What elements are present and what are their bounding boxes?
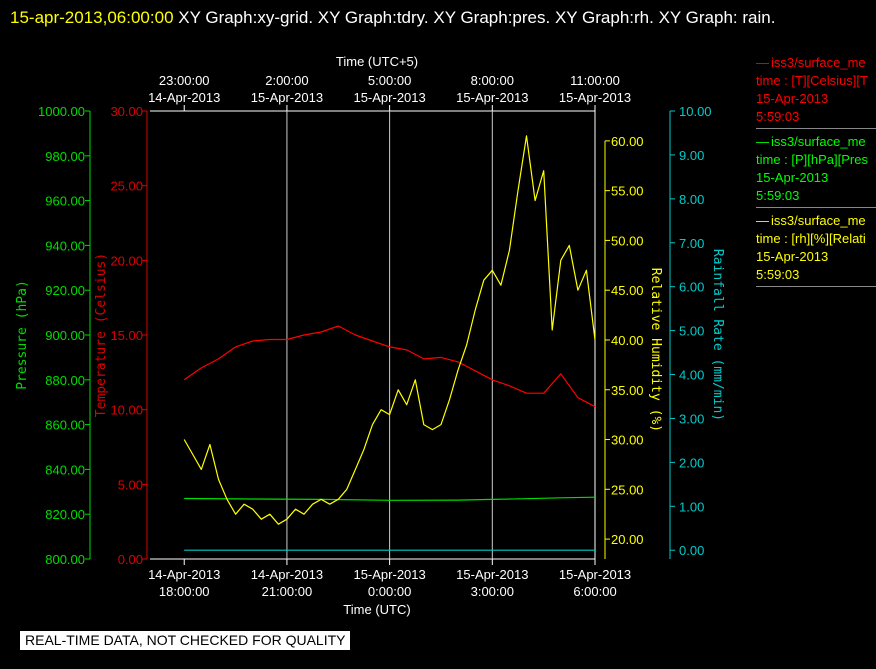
- rain-tick-label: 9.00: [679, 148, 704, 163]
- pressure-tick-label: 920.00: [45, 283, 85, 298]
- legend-entry-temperature[interactable]: — iss3/surface_me time : [T][Celsius][T 1…: [756, 54, 876, 129]
- series-line-rh: [183, 135, 596, 525]
- rain-tick-label: 8.00: [679, 192, 704, 207]
- legend-date: 15-Apr-2013: [756, 170, 829, 185]
- rain-tick-label: 10.00: [679, 104, 712, 119]
- x-tick-label-time: 18:00:00: [159, 584, 210, 599]
- humidity-tick-label: 20.00: [611, 532, 644, 547]
- top-tick-label-date: 14-Apr-2013: [148, 90, 220, 105]
- top-tick-label-date: 15-Apr-2013: [251, 90, 323, 105]
- x-tick-label-date: 14-Apr-2013: [148, 567, 220, 582]
- x-tick-label-time: 3:00:00: [471, 584, 514, 599]
- legend-entry-humidity[interactable]: — iss3/surface_me time : [rh][%][Relati 1…: [756, 212, 876, 287]
- temperature-axis-title: Temperature (Celsius): [94, 253, 109, 417]
- title-timestamp: 15-apr-2013,06:00:00: [10, 8, 174, 27]
- rain-tick-label: 1.00: [679, 499, 704, 514]
- humidity-tick-label: 25.00: [611, 482, 644, 497]
- top-tick-label-date: 15-Apr-2013: [456, 90, 528, 105]
- legend-date: 15-Apr-2013: [756, 249, 829, 264]
- legend-dash: —: [756, 134, 769, 149]
- x-tick-label-time: 21:00:00: [262, 584, 313, 599]
- pressure-tick-label: 860.00: [45, 418, 85, 433]
- legend-line: — iss3/surface_me: [756, 134, 866, 149]
- series-line-P: [184, 496, 596, 501]
- pressure-tick-label: 1000.00: [38, 104, 85, 119]
- temperature-tick-label: 25.00: [110, 179, 143, 194]
- legend-line: — iss3/surface_me: [756, 213, 866, 228]
- top-axis-label: Time (UTC+5): [336, 54, 418, 69]
- top-tick-label-date: 15-Apr-2013: [353, 90, 425, 105]
- pressure-tick-label: 900.00: [45, 328, 85, 343]
- pressure-tick-label: 880.00: [45, 373, 85, 388]
- pressure-axis-title: Pressure (hPa): [15, 280, 30, 390]
- top-tick-label-time: 23:00:00: [159, 73, 210, 88]
- series-line-T: [183, 325, 596, 408]
- legend-time: 5:59:03: [756, 109, 800, 124]
- temperature-tick-label: 10.00: [110, 403, 143, 418]
- x-tick-label-date: 14-Apr-2013: [251, 567, 323, 582]
- rain-tick-label: 6.00: [679, 280, 704, 295]
- humidity-tick-label: 55.00: [611, 184, 644, 199]
- legend-time: 5:59:03: [756, 267, 800, 282]
- x-tick-label-date: 15-Apr-2013: [456, 567, 528, 582]
- temperature-tick-label: 0.00: [118, 552, 143, 567]
- x-tick-label-date: 15-Apr-2013: [353, 567, 425, 582]
- temperature-tick-label: 5.00: [118, 477, 143, 492]
- temperature-tick-label: 30.00: [110, 104, 143, 119]
- legend-dash: —: [756, 55, 769, 70]
- humidity-tick-label: 50.00: [611, 233, 644, 248]
- x-tick-label-time: 6:00:00: [573, 584, 616, 599]
- legend-label: time : [P][hPa][Pres: [756, 152, 868, 167]
- pressure-tick-label: 960.00: [45, 194, 85, 209]
- rain-tick-label: 0.00: [679, 543, 704, 558]
- title-graph-list: XY Graph:xy-grid. XY Graph:tdry. XY Grap…: [173, 8, 776, 27]
- legend-date: 15-Apr-2013: [756, 91, 829, 106]
- top-tick-label-time: 2:00:00: [265, 73, 308, 88]
- page-title: 15-apr-2013,06:00:00 XY Graph:xy-grid. X…: [10, 2, 870, 33]
- legend-time: 5:59:03: [756, 188, 800, 203]
- pressure-tick-label: 800.00: [45, 552, 85, 567]
- humidity-tick-label: 40.00: [611, 333, 644, 348]
- top-tick-label-time: 11:00:00: [570, 73, 620, 88]
- top-tick-label-date: 15-Apr-2013: [559, 90, 631, 105]
- humidity-axis-title: Relative Humidity (%): [648, 268, 663, 432]
- legend-label: time : [T][Celsius][T: [756, 73, 868, 88]
- pressure-tick-label: 940.00: [45, 238, 85, 253]
- pressure-tick-label: 980.00: [45, 149, 85, 164]
- legend-line: — iss3/surface_me: [756, 55, 866, 70]
- humidity-tick-label: 45.00: [611, 283, 644, 298]
- legend-label: time : [rh][%][Relati: [756, 231, 866, 246]
- rain-axis-title: Rainfall Rate (mm/min): [710, 249, 725, 421]
- rain-tick-label: 4.00: [679, 368, 704, 383]
- pressure-tick-label: 820.00: [45, 507, 85, 522]
- x-axis-label: Time (UTC): [343, 602, 410, 617]
- rain-tick-label: 3.00: [679, 411, 704, 426]
- rain-tick-label: 2.00: [679, 455, 704, 470]
- x-tick-label-time: 0:00:00: [368, 584, 411, 599]
- rain-tick-label: 5.00: [679, 324, 704, 339]
- humidity-tick-label: 60.00: [611, 134, 644, 149]
- humidity-tick-label: 35.00: [611, 383, 644, 398]
- quality-notice: REAL-TIME DATA, NOT CHECKED FOR QUALITY: [20, 631, 351, 650]
- temperature-tick-label: 15.00: [110, 328, 143, 343]
- rain-tick-label: 7.00: [679, 236, 704, 251]
- legend-entry-pressure[interactable]: — iss3/surface_me time : [P][hPa][Pres 15…: [756, 133, 876, 208]
- legend-dash: —: [756, 213, 769, 228]
- legend: — iss3/surface_me time : [T][Celsius][T 1…: [756, 54, 876, 291]
- humidity-tick-label: 30.00: [611, 433, 644, 448]
- x-tick-label-date: 15-Apr-2013: [559, 567, 631, 582]
- pressure-tick-label: 840.00: [45, 462, 85, 477]
- top-tick-label-time: 5:00:00: [368, 73, 411, 88]
- top-tick-label-time: 8:00:00: [471, 73, 514, 88]
- temperature-tick-label: 20.00: [110, 253, 143, 268]
